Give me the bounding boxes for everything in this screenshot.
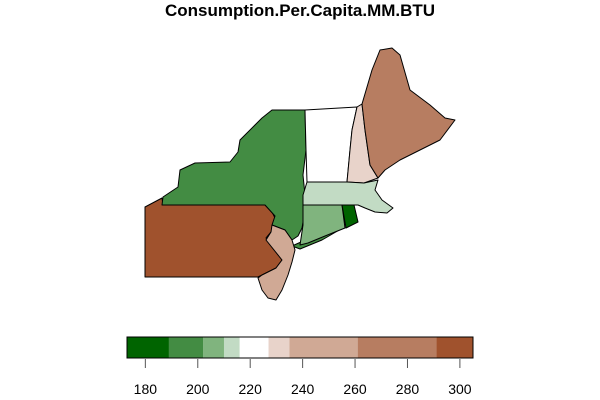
legend-tick-label: 220 bbox=[239, 381, 263, 397]
legend-tick-label: 300 bbox=[448, 381, 472, 397]
legend-swatch bbox=[268, 337, 290, 358]
legend-tick-label: 260 bbox=[343, 381, 367, 397]
region-nj bbox=[257, 224, 296, 301]
legend-swatch bbox=[127, 337, 169, 358]
legend-tick-label: 240 bbox=[291, 381, 315, 397]
legend-swatch bbox=[289, 337, 358, 358]
region-me bbox=[361, 47, 456, 179]
legend-frame bbox=[126, 336, 474, 359]
legend-swatch bbox=[223, 337, 240, 358]
legend-swatch bbox=[203, 337, 224, 358]
legend-swatch bbox=[357, 337, 437, 358]
chart-title: Consumption.Per.Capita.MM.BTU bbox=[164, 1, 436, 20]
legend-swatch bbox=[239, 337, 269, 358]
legend-swatch bbox=[436, 337, 473, 358]
region-pa bbox=[144, 197, 283, 278]
legend-tick-label: 200 bbox=[186, 381, 210, 397]
legend-tick-label: 280 bbox=[396, 381, 420, 397]
legend-tick-label: 180 bbox=[134, 381, 158, 397]
region-ri bbox=[341, 204, 359, 229]
legend: 180 200 220 240 260 280 300 bbox=[126, 336, 474, 397]
legend-swatch bbox=[168, 337, 204, 358]
